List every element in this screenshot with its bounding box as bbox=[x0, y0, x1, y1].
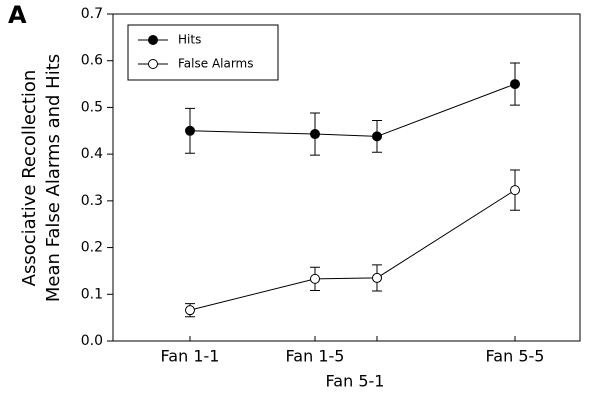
y-axis-label: Associative Recollection bbox=[19, 70, 40, 287]
legend-box bbox=[127, 24, 279, 81]
y-tick-label: 0.0 bbox=[81, 333, 103, 349]
marker bbox=[310, 273, 320, 284]
marker bbox=[372, 272, 382, 283]
legend-label: Hits bbox=[178, 33, 201, 47]
x-tick-label: Fan 5-1 bbox=[326, 372, 385, 391]
plot-frame bbox=[112, 13, 581, 342]
legend-label: False Alarms bbox=[178, 57, 254, 71]
marker bbox=[310, 129, 320, 140]
series-line bbox=[189, 83, 516, 137]
x-tick-label: Fan 1-5 bbox=[286, 347, 345, 366]
y-tick-label: 0.3 bbox=[81, 193, 103, 209]
y-tick-label: 0.1 bbox=[81, 286, 103, 302]
y-tick-label: 0.5 bbox=[81, 99, 103, 115]
legend-marker bbox=[148, 59, 158, 69]
y-axis-label: Mean False Alarms and Hits bbox=[43, 54, 64, 302]
y-tick-label: 0.6 bbox=[81, 53, 103, 69]
marker bbox=[185, 305, 195, 316]
panel-label: A bbox=[8, 1, 27, 29]
marker bbox=[372, 131, 382, 142]
y-tick-label: 0.4 bbox=[81, 146, 103, 162]
x-tick-label: Fan 1-1 bbox=[161, 347, 220, 366]
legend-marker bbox=[148, 35, 158, 45]
x-tick-label: Fan 5-5 bbox=[486, 347, 545, 366]
marker bbox=[185, 125, 195, 136]
y-tick-label: 0.7 bbox=[81, 6, 103, 22]
marker bbox=[510, 79, 520, 90]
marker bbox=[510, 185, 520, 196]
y-tick-label: 0.2 bbox=[81, 240, 103, 256]
series-line bbox=[189, 189, 516, 311]
